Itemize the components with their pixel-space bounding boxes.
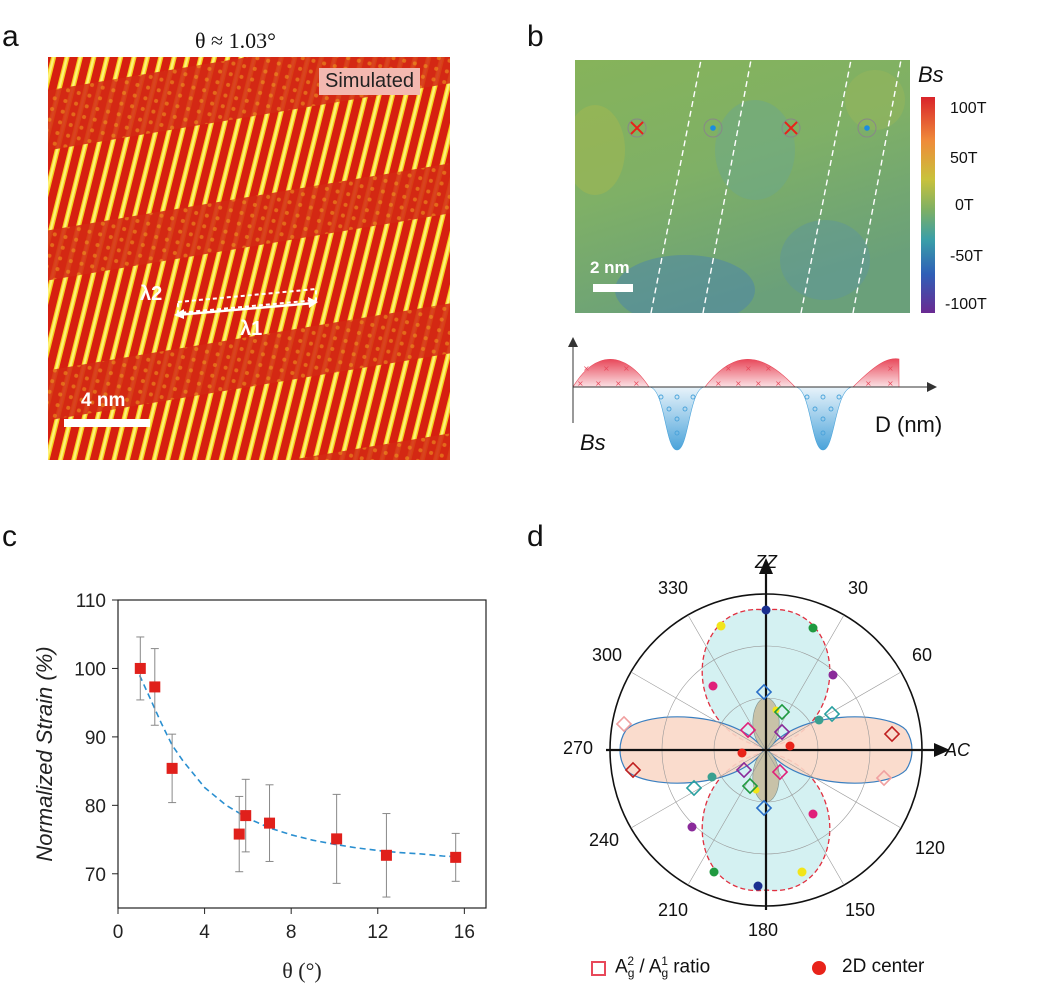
colorbar-tick-1: 50T — [950, 150, 978, 167]
legend-square-marker — [591, 961, 606, 976]
svg-text:×: × — [745, 364, 752, 373]
svg-text:×: × — [577, 379, 584, 388]
svg-text:×: × — [615, 379, 622, 388]
plot-frame — [117, 599, 487, 909]
legend-g1: g — [627, 966, 635, 981]
polar-angle-30: 30 — [848, 578, 869, 598]
moire-image — [48, 57, 450, 460]
polar-angle-270: 270 — [563, 738, 594, 758]
y-tick-label: 100 — [74, 659, 106, 680]
colorbar-tick-2: 0T — [955, 197, 974, 214]
panel-d-letter: d — [527, 520, 544, 553]
data-point — [233, 828, 245, 840]
x-axis-label: θ (°) — [282, 958, 322, 983]
polar-angle-240: 240 — [589, 830, 620, 850]
colorbar-tick-0: 100T — [950, 100, 987, 117]
lambda1-label: λ1 — [240, 318, 263, 340]
data-point — [380, 849, 392, 861]
data-point — [134, 662, 146, 674]
y-tick-label: 110 — [76, 591, 106, 612]
polar-axis-ac-label: AC — [945, 740, 971, 760]
field-profile-schematic: × × × × × × × × × × × × × × ×× × — [568, 337, 937, 451]
svg-text:×: × — [725, 364, 732, 373]
data-point — [331, 833, 343, 845]
panel-a-scalebar-label: 4 nm — [81, 390, 126, 411]
svg-text:×: × — [865, 379, 872, 388]
polar-angle-180: 180 — [748, 920, 779, 940]
legend-ratio: ratio — [667, 956, 711, 978]
legend-slash: / — [634, 956, 649, 978]
svg-text:×: × — [595, 379, 602, 388]
svg-text:×: × — [775, 379, 782, 388]
svg-text:×: × — [735, 379, 742, 388]
colorbar-title: Bs — [918, 62, 944, 88]
svg-text:×: × — [633, 379, 640, 388]
polar-angle-330: 330 — [658, 578, 689, 598]
colorbar-tick-3: -50T — [950, 248, 983, 265]
polar-raman-plot — [606, 558, 950, 910]
svg-text:×: × — [583, 364, 590, 373]
polar-angle-300: 300 — [592, 645, 623, 665]
svg-text:×: × — [623, 364, 630, 373]
svg-text:×: × — [887, 379, 894, 388]
legend-dot-label: 2D center — [842, 956, 925, 977]
y-tick-label: 70 — [85, 865, 106, 886]
lambda2-label: λ2 — [140, 283, 163, 305]
svg-text:×: × — [765, 364, 772, 373]
legend-square-label: Ag2 / Ag1 ratio — [615, 954, 710, 980]
legend-a1: A — [615, 956, 628, 978]
profile-ylabel: Bs — [580, 430, 606, 455]
panel-b-letter: b — [527, 20, 544, 53]
polar-angle-120: 120 — [915, 838, 946, 858]
data-point — [450, 851, 462, 863]
simulated-badge: Simulated — [319, 68, 420, 95]
x-tick-label: 16 — [454, 922, 475, 943]
legend-sup1: 2 — [627, 954, 635, 968]
strain-vs-angle-chart: 0 4 8 12 16 70 80 90 100 110 θ (°) Normalized Strai… — [32, 591, 487, 983]
legend-dot-marker — [812, 961, 826, 975]
legend-sup2: 1 — [661, 954, 668, 968]
svg-text:×: × — [887, 364, 894, 373]
legend-g2: g — [661, 966, 669, 981]
svg-text:×: × — [715, 379, 722, 388]
svg-text:×: × — [603, 364, 610, 373]
fit-curve — [138, 674, 456, 858]
x-tick-label: 12 — [367, 922, 388, 943]
panel-a-title: θ ≈ 1.03° — [195, 28, 276, 53]
legend-a2: A — [648, 956, 662, 978]
colorbar-title-text: Bs — [918, 62, 944, 87]
field-in-markers — [627, 118, 801, 138]
x-tick-label: 4 — [199, 922, 210, 943]
data-point — [264, 817, 276, 829]
strain-field-map — [575, 60, 910, 313]
field-out-markers — [703, 118, 877, 138]
svg-text:×: × — [755, 379, 762, 388]
profile-xlabel: D (nm) — [875, 412, 943, 437]
panel-c-letter: c — [2, 520, 17, 553]
y-axis-label: Normalized Strain (%) — [32, 646, 57, 861]
polar-axis-zz-label: ZZ — [755, 552, 777, 572]
polar-angle-150: 150 — [845, 900, 876, 920]
data-point — [166, 762, 178, 774]
polar-angle-210: 210 — [658, 900, 689, 920]
data-point — [240, 810, 252, 822]
panel-a-letter: a — [2, 20, 19, 53]
data-point — [149, 681, 161, 693]
polar-angle-60: 60 — [912, 645, 933, 665]
colorbar-tick-4: -100T — [945, 296, 987, 313]
colorbar — [921, 97, 935, 313]
panel-b-scalebar-label: 2 nm — [590, 258, 630, 277]
x-tick-label: 0 — [113, 922, 124, 943]
y-tick-label: 90 — [85, 728, 106, 749]
x-tick-label: 8 — [286, 922, 297, 943]
y-tick-label: 80 — [85, 796, 106, 817]
